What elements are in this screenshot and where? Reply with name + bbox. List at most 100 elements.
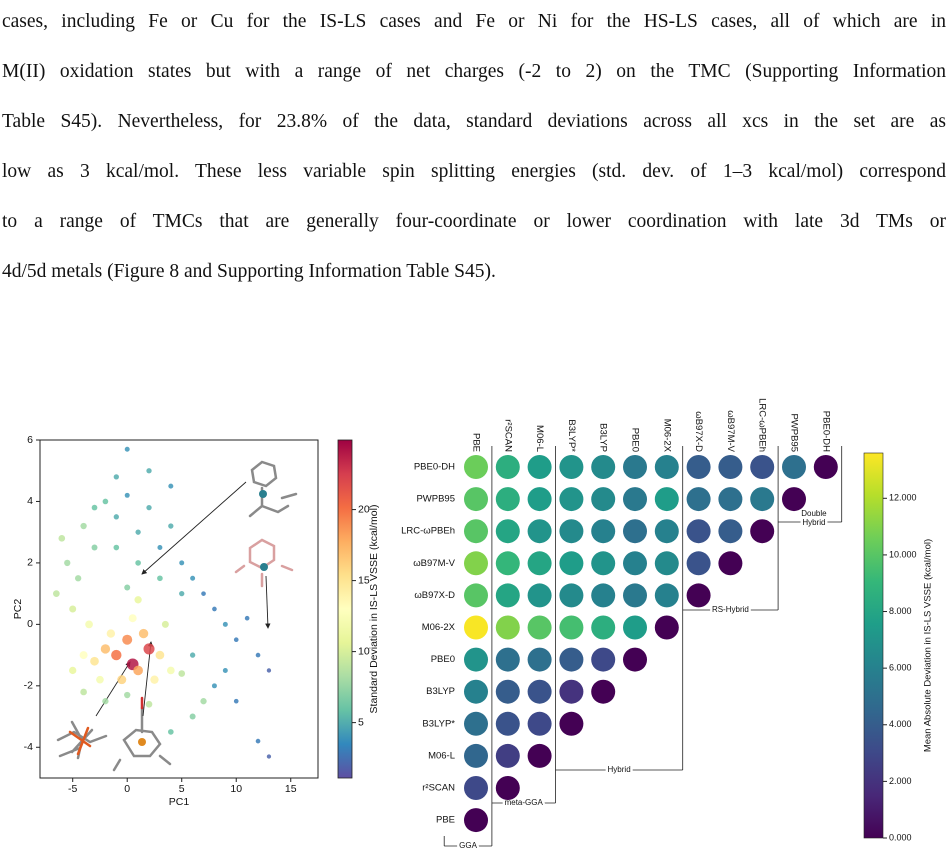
text-line: M(II) oxidation states but with a range … (2, 61, 946, 82)
scatter-point (102, 698, 109, 705)
scatter-point (102, 498, 109, 505)
heatmap-cell (495, 487, 520, 512)
colorbar (863, 452, 884, 839)
colorbar-tick-label: 5 (358, 716, 364, 728)
heatmap-cell (464, 776, 488, 800)
group-label: Double (801, 509, 827, 518)
scatter-point (222, 621, 228, 627)
scatter-point (233, 698, 239, 704)
heatmap-cell (623, 583, 647, 608)
column-label: PWPB95 (788, 413, 799, 452)
colorbar-tick-label: 2.000 (889, 776, 912, 786)
scatter-point (157, 575, 163, 582)
heatmap-cell (527, 711, 552, 736)
heatmap-cell (527, 551, 552, 576)
heatmap-cell (559, 519, 584, 544)
scatter-point (146, 468, 152, 474)
heatmap-cell (559, 679, 584, 704)
heatmap-cell (464, 679, 488, 704)
scatter-point (124, 584, 131, 591)
heatmap-cell (527, 647, 552, 672)
column-label: ωB97M-V (725, 410, 736, 452)
heatmap-cell (623, 487, 647, 512)
group-label: Hybrid (802, 518, 825, 527)
row-label: M06-L (428, 750, 455, 761)
heatmap-cell (654, 455, 679, 479)
scatter-point (155, 650, 165, 660)
scatter-point (74, 575, 82, 582)
heatmap-cell (559, 647, 584, 672)
scatter-point (211, 683, 217, 689)
heatmap-cell (527, 615, 552, 640)
heatmap-cell (718, 487, 743, 512)
heatmap-cell (686, 455, 711, 479)
scatter-point (124, 446, 130, 452)
colorbar-tick-label: 10.000 (889, 549, 917, 559)
row-label: B3LYP* (422, 718, 455, 729)
heatmap-cell (591, 455, 616, 479)
column-label: PBE (470, 433, 481, 452)
heatmap-cell (495, 615, 520, 640)
colorbar-tick-label: 15 (358, 574, 370, 586)
scatter-point (189, 652, 196, 658)
scatter-point (146, 504, 152, 511)
scatter-point (150, 675, 159, 684)
row-label: PBE0-DH (414, 462, 455, 473)
column-label: B3LYP* (566, 419, 577, 452)
heatmap-cell (495, 455, 520, 479)
column-label: PBE0 (629, 428, 640, 452)
scatter-point (233, 637, 239, 643)
group-label: RS-Hybrid (712, 605, 749, 614)
x-tick-label: 10 (230, 783, 242, 795)
row-label: PBE0 (431, 654, 455, 665)
heatmap-cell (559, 551, 584, 576)
colorbar-tick-label: 6.000 (889, 663, 912, 673)
colorbar-tick-label: 10 (358, 645, 370, 657)
heatmap-cell (591, 583, 616, 608)
heatmap-cell (527, 487, 552, 512)
scatter-point (178, 670, 186, 677)
scatter-point (255, 652, 261, 658)
axes-frame (39, 439, 319, 779)
heatmap-cell (591, 615, 616, 640)
scatter-point (124, 691, 131, 699)
scatter-point (80, 688, 87, 696)
scatter-point (69, 666, 77, 675)
scatter-point (266, 668, 272, 673)
scatter-point (64, 559, 71, 567)
heatmap-cell (464, 519, 488, 544)
row-label: M06-2X (422, 622, 456, 633)
heatmap-cell (527, 455, 552, 479)
scatter-point (135, 560, 141, 566)
heatmap-cell (718, 519, 743, 544)
row-label: LRC-ωPBEh (401, 526, 455, 537)
scatter-point (138, 628, 149, 639)
heatmap-cell (464, 455, 488, 479)
heatmap-cell (559, 487, 584, 512)
heatmap-cell (718, 455, 743, 479)
scatter-point (122, 634, 133, 645)
scatter-point (157, 545, 163, 551)
group-label: meta-GGA (505, 798, 544, 807)
heatmap-cell (464, 583, 488, 608)
heatmap-cell (527, 519, 552, 544)
heatmap-cell (654, 551, 679, 576)
colorbar-tick-label: 8.000 (889, 606, 912, 616)
text-line: Table S45). Nevertheless, for 23.8% of t… (2, 111, 946, 132)
colorbar-label: Standard Deviation in IS-LS VSSE (kcal/m… (368, 505, 380, 714)
scatter-point (179, 560, 185, 566)
heatmap-cell (750, 487, 775, 512)
heatmap-cell (464, 487, 488, 512)
text-line: to a range of TMCs that are generally fo… (2, 211, 946, 232)
group-label: Hybrid (608, 765, 631, 774)
scatter-point (80, 522, 87, 530)
heatmap-cell (623, 615, 647, 640)
scatter-point (58, 534, 66, 542)
heatmap-cell (527, 583, 552, 608)
scatter-point (200, 698, 207, 705)
colorbar-tick-label: 20 (358, 503, 370, 515)
scatter-point (189, 713, 196, 720)
heatmap-cell (591, 519, 616, 544)
heatmap-cell (686, 551, 711, 576)
